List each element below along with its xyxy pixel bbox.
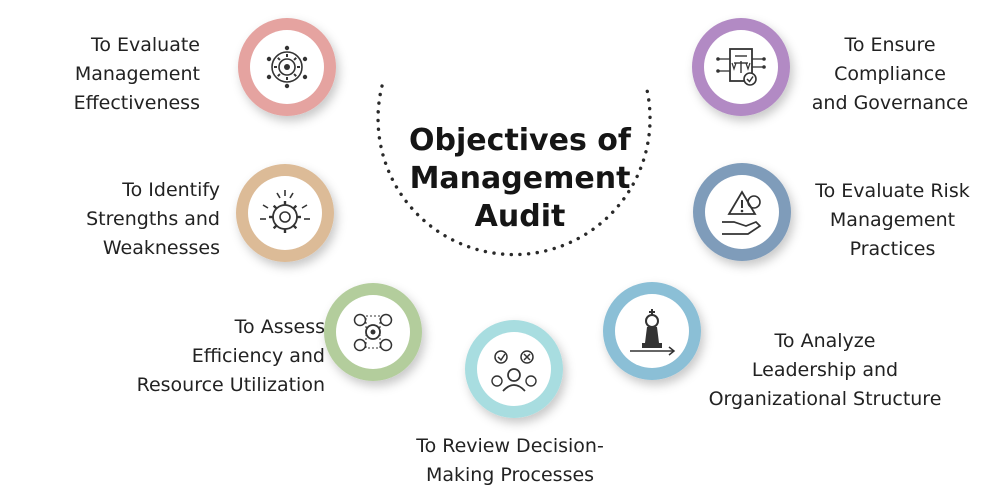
gear-refresh-icon: [260, 190, 310, 233]
objective-node-compliance-governance: [692, 18, 790, 116]
gear-network-icon: [266, 45, 308, 89]
objective-label-risk-management: To Evaluate Risk Management Practices: [815, 180, 970, 260]
objective-node-decision-making: [465, 320, 563, 418]
objective-label-compliance-governance: To Ensure Compliance and Governance: [811, 34, 969, 114]
objective-label-management-effectiveness: To Evaluate Management Effectiveness: [73, 34, 200, 114]
objective-node-strengths-weaknesses: [236, 164, 334, 262]
node-inner-disc: [248, 176, 322, 250]
risk-hand-icon: [722, 190, 762, 235]
objective-label-decision-making: To Review Decision- Making Processes: [416, 435, 604, 486]
chess-king-icon: [630, 309, 676, 356]
objective-label-efficiency-resources: To Assess Efficiency and Resource Utiliz…: [136, 316, 325, 396]
diagram-title: Objectives of Management Audit: [409, 123, 631, 234]
decision-person-icon: [491, 350, 537, 392]
objective-node-management-effectiveness: [238, 18, 336, 116]
resource-gear-icon: [353, 313, 393, 352]
objective-label-leadership-structure: To Analyze Leadership and Organizational…: [708, 330, 942, 410]
dotted-arc: [376, 84, 652, 257]
objective-label-strengths-weaknesses: To Identify Strengths and Weaknesses: [86, 179, 220, 259]
objective-node-risk-management: [693, 163, 791, 261]
objective-node-efficiency-resources: [324, 283, 422, 381]
compliance-document-icon: [716, 48, 766, 86]
objective-node-leadership-structure: [603, 282, 701, 380]
